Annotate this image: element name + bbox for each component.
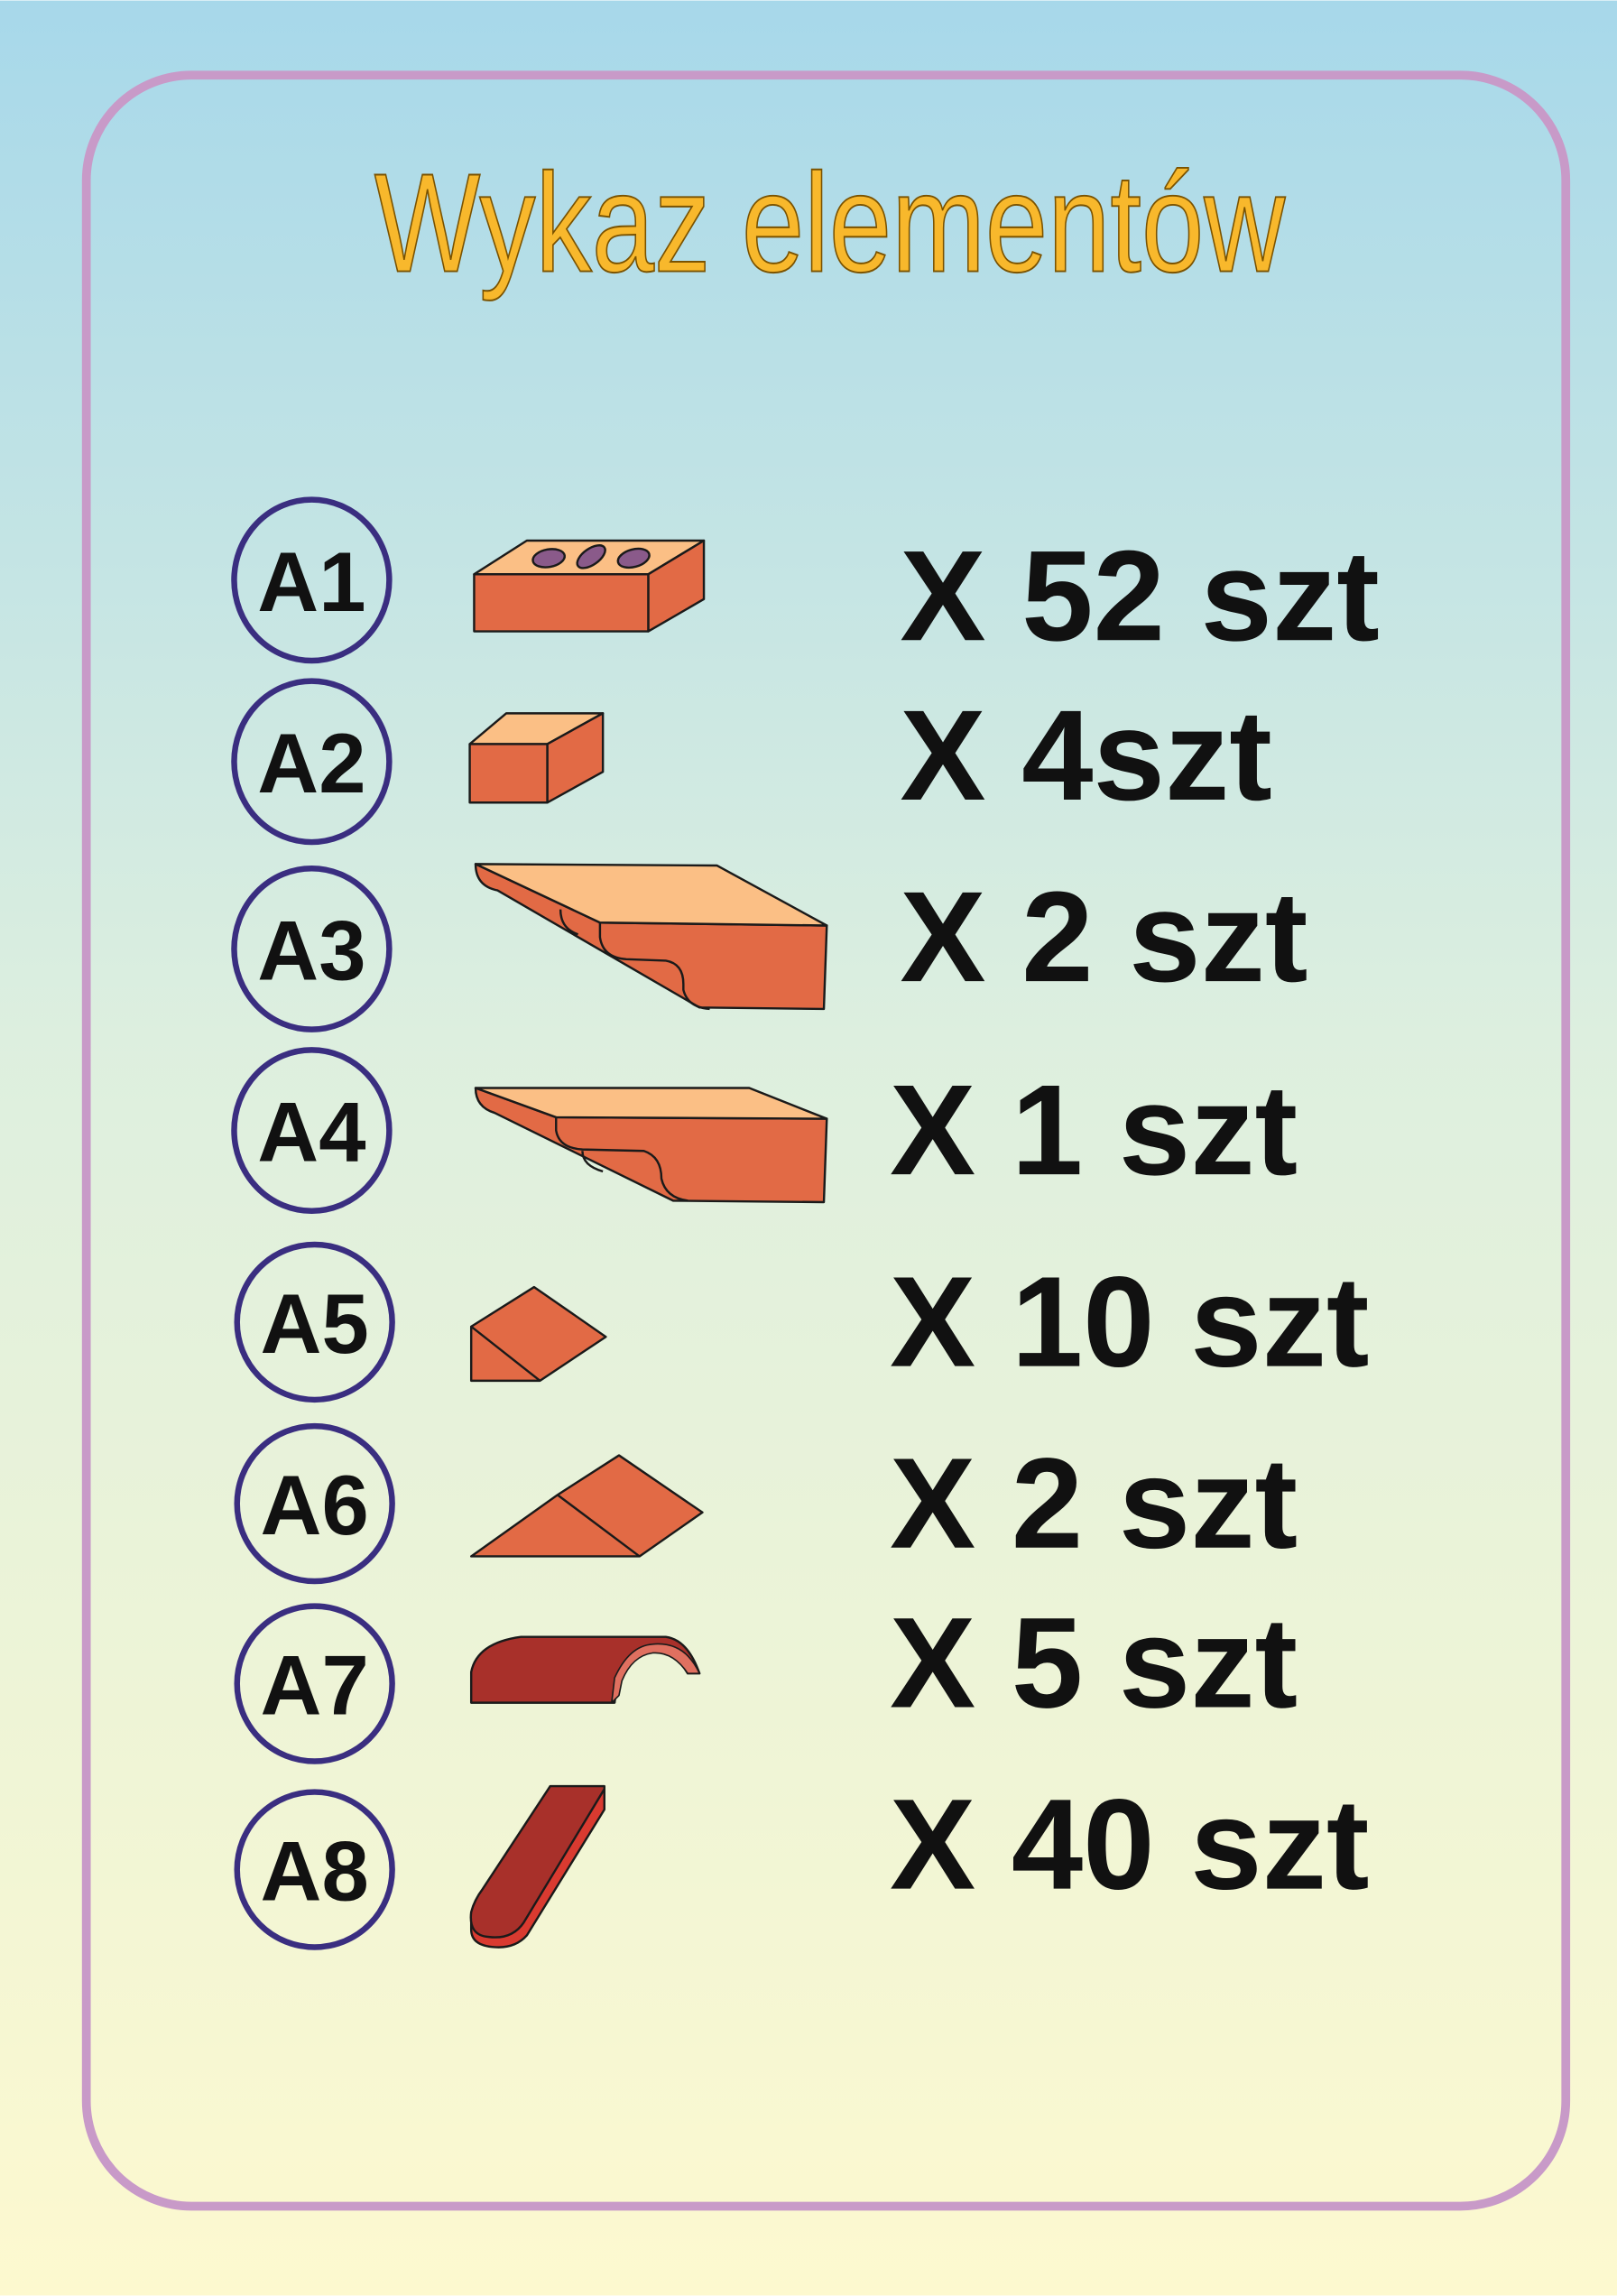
label-text: A3: [257, 903, 365, 998]
label-text: A5: [261, 1276, 369, 1371]
quantity-a6: X 2 szt: [890, 1432, 1298, 1576]
item-label-a3: A3: [231, 866, 393, 1032]
label-text: A2: [257, 716, 365, 810]
label-circle: [234, 1789, 395, 1950]
label-circle: [231, 866, 393, 1032]
label-text: A6: [261, 1458, 369, 1552]
quantity-a2: X 4szt: [900, 684, 1271, 828]
quantity-a4: X 1 szt: [890, 1059, 1298, 1202]
label-circle: [234, 1603, 395, 1764]
label-circle: [234, 1241, 395, 1403]
item-label-a7: A7: [234, 1603, 395, 1764]
half-brick-icon: [468, 712, 605, 804]
item-label-a6: A6: [234, 1422, 395, 1585]
label-text: A8: [261, 1824, 369, 1919]
item-label-a5: A5: [234, 1241, 395, 1403]
page-title: Wykaz elementów: [374, 144, 1286, 301]
quantity-a1: X 52 szt: [900, 524, 1379, 668]
label-circle: [234, 1422, 395, 1585]
card-border: [81, 70, 1571, 2211]
ridge-tile-icon: [469, 1635, 701, 1704]
item-label-a4: A4: [231, 1047, 393, 1214]
quantity-a5: X 10 szt: [890, 1251, 1369, 1394]
item-labels: A1 A2 A3 A4 A5 A6 A7 A8: [231, 496, 395, 1950]
quantity-list: X 52 szt X 4szt X 2 szt X 1 szt X 10 szt…: [890, 524, 1380, 1916]
roof-tile-icon: [469, 1784, 605, 1949]
label-circle: [231, 678, 393, 846]
label-text: A7: [261, 1638, 369, 1733]
label-text: A1: [257, 534, 365, 629]
profiled-brick-icon: [474, 863, 828, 1011]
label-circle: [231, 496, 393, 664]
item-label-a8: A8: [234, 1789, 395, 1950]
quantity-a3: X 2 szt: [900, 866, 1307, 1009]
large-wedge-icon: [469, 1454, 704, 1558]
perforated-brick-icon: [473, 539, 706, 633]
label-circle: [231, 1047, 393, 1214]
quantity-a8: X 40 szt: [890, 1773, 1369, 1917]
small-wedge-icon: [469, 1285, 607, 1383]
item-label-a2: A2: [231, 678, 393, 846]
item-label-a1: A1: [231, 496, 393, 664]
label-text: A4: [257, 1085, 365, 1180]
quantity-a7: X 5 szt: [890, 1591, 1298, 1735]
profiled-brick-short-icon: [474, 1087, 828, 1204]
